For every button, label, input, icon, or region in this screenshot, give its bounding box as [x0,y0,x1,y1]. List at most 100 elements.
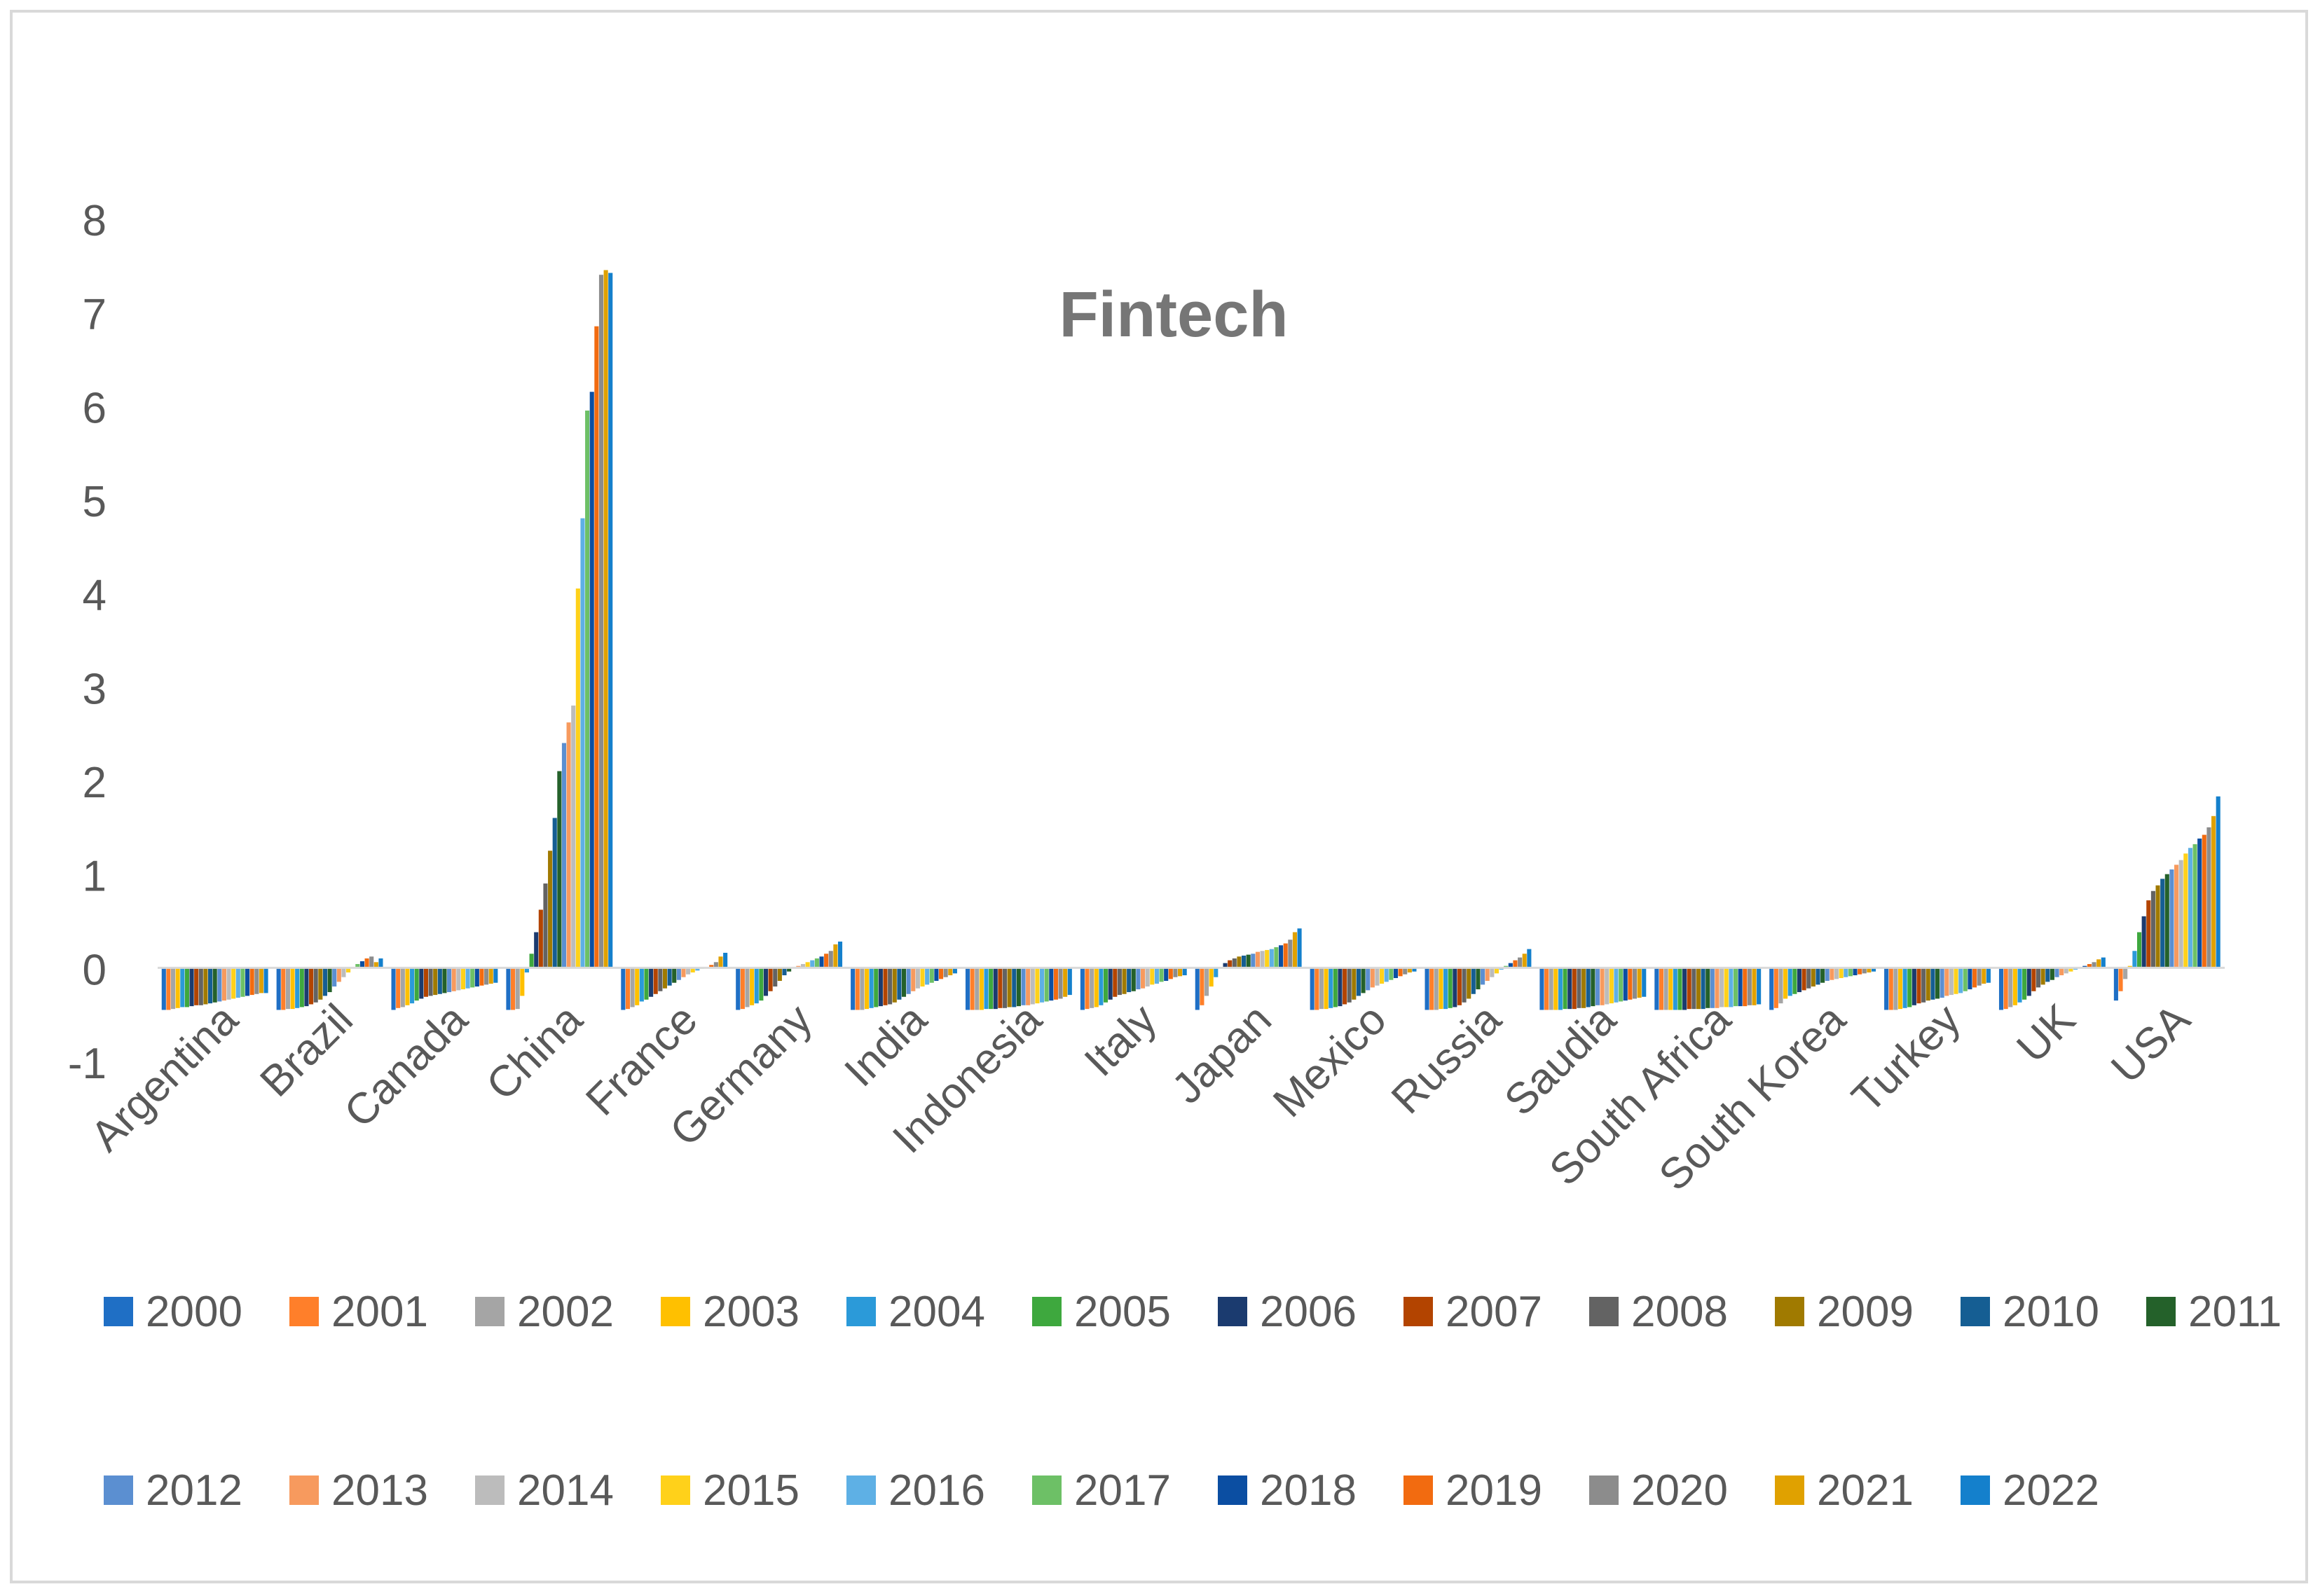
bar [1274,947,1279,968]
legend-label: 2020 [1631,1466,1728,1515]
legend-swatch [104,1475,133,1505]
bar [1773,968,1778,1008]
legend-label: 2011 [2188,1288,2281,1336]
bar [1384,968,1389,982]
bar [198,968,203,1005]
bar [1178,968,1183,977]
bar [2054,968,2059,977]
bar [184,968,189,1007]
bar [1080,968,1085,1010]
bar [166,968,171,1010]
bar [833,944,838,968]
bar [805,962,810,968]
bar [524,968,530,973]
bar [938,968,944,979]
bar [649,968,654,997]
bar [1094,968,1099,1007]
bar [2064,968,2068,974]
bar [1343,968,1347,1005]
bar [662,968,668,989]
bar [1668,968,1673,1010]
bar [1930,968,1935,1000]
bar [993,968,998,1010]
y-tick-label: 2 [83,759,107,807]
bar [1614,968,1619,1003]
bar [686,968,691,975]
bar [2164,874,2169,968]
bar [203,968,208,1005]
bar [1035,968,1040,1004]
bar [548,851,553,968]
legend-swatch [289,1475,319,1505]
bar [2096,959,2101,968]
bar [658,968,663,991]
bar [736,968,741,1010]
bar [1522,954,1527,968]
x-tick-label: India [835,995,936,1096]
bar [1269,949,1274,968]
bar [1701,968,1705,1010]
bar [1591,968,1595,1007]
bar [336,968,341,982]
legend-swatch [475,1297,505,1326]
bar [975,968,980,1010]
bar [263,968,268,993]
bar [391,968,396,1010]
bar [557,771,562,968]
bar [1682,968,1687,1010]
bar [1527,949,1532,968]
bar [2123,968,2128,979]
bar [1108,968,1113,1000]
bar [1902,968,1907,1008]
legend-label: 2015 [703,1466,799,1515]
bar [1315,968,1319,1010]
bar [170,968,176,1010]
bar [1747,968,1752,1005]
bar [1279,945,1284,968]
bar [1164,968,1169,982]
bar [2160,879,2165,968]
bar [189,968,194,1007]
bar [768,968,773,991]
bar [2050,968,2054,980]
bar [1558,968,1563,1010]
bar [488,968,493,984]
bar [1839,968,1844,979]
bar [1797,968,1802,993]
bar [782,968,787,976]
bar [1429,968,1434,1010]
bar [1085,968,1090,1010]
bar [1853,968,1858,976]
legend-swatch [1032,1297,1062,1326]
bar [1490,968,1495,977]
bar [777,968,782,982]
bar [970,968,975,1010]
bar [1977,968,1982,986]
bar [915,968,920,989]
bar [1007,968,1012,1007]
bar [855,968,860,1010]
bar [851,968,856,1010]
legend-swatch [846,1297,876,1326]
bar [920,968,925,987]
bar [1265,949,1270,968]
bar [984,968,989,1010]
bar [2202,834,2206,968]
bar [608,273,613,968]
legend: 2000 2001 2002 2003 2004 2005 2006 2007 2008 2009… [104,1288,2281,1515]
bar [1508,963,1513,968]
bar [1251,954,1256,968]
bar [1393,968,1399,979]
bar [520,968,525,996]
legend-swatch [1403,1297,1433,1326]
bar [1407,968,1412,973]
legend-swatch [1961,1475,1990,1505]
legend-label: 2013 [331,1466,428,1515]
bar [2132,951,2137,968]
bar [1858,968,1862,975]
bar [580,518,585,968]
bar [437,968,442,994]
bar [1911,968,1916,1005]
bar [1940,968,1944,998]
bar [1944,968,1949,996]
